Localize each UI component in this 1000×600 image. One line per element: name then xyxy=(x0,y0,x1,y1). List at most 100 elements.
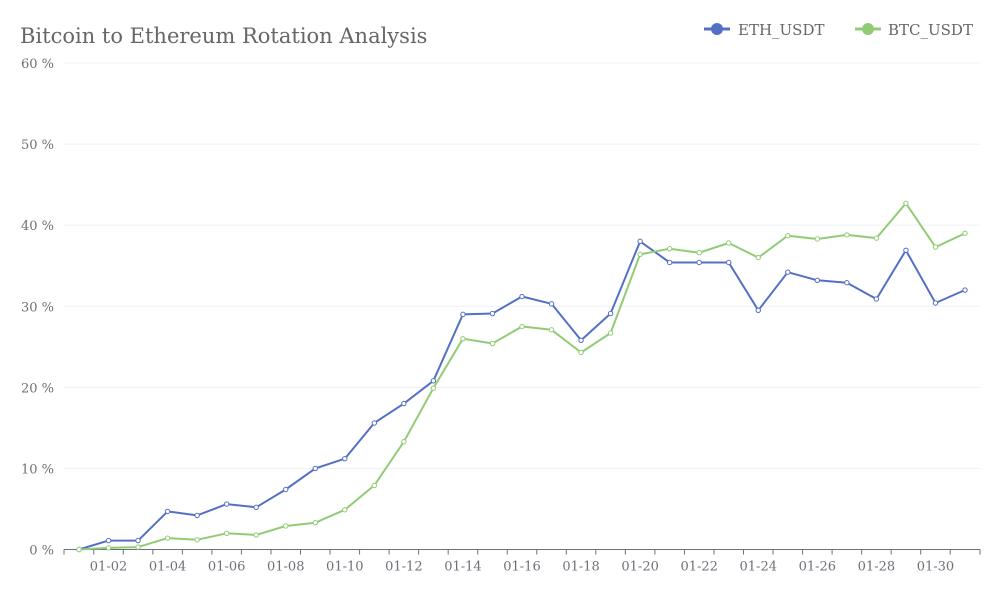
data-point[interactable] xyxy=(342,455,348,462)
data-point[interactable] xyxy=(873,235,880,241)
data-point[interactable] xyxy=(105,545,112,551)
data-point[interactable] xyxy=(607,310,614,317)
legend-item-eth-usdt[interactable]: ETH_USDT xyxy=(704,21,824,39)
data-point[interactable] xyxy=(371,482,378,489)
data-point[interactable] xyxy=(726,259,732,266)
data-point[interactable] xyxy=(962,230,968,236)
data-point[interactable] xyxy=(755,307,761,314)
data-point[interactable] xyxy=(814,277,821,284)
data-point[interactable] xyxy=(637,238,643,245)
series-line xyxy=(78,202,966,551)
data-point[interactable] xyxy=(489,310,496,317)
data-point[interactable] xyxy=(76,546,82,553)
data-point[interactable] xyxy=(401,400,407,407)
legend-label: BTC_USDT xyxy=(888,21,973,39)
legend-marker-icon xyxy=(862,23,874,35)
data-point[interactable] xyxy=(696,250,702,256)
data-point[interactable] xyxy=(903,247,909,254)
y-tick-label: 0 % xyxy=(29,544,54,559)
data-point[interactable] xyxy=(519,293,525,300)
x-tick-label: 01-24 xyxy=(740,560,777,575)
y-tick-label: 20 % xyxy=(21,381,54,396)
series-eth-usdt xyxy=(76,238,968,553)
series-btc-usdt xyxy=(76,200,968,553)
data-point[interactable] xyxy=(489,340,496,347)
x-tick-label: 01-26 xyxy=(799,560,836,575)
x-tick-label: 01-06 xyxy=(208,560,245,575)
data-point[interactable] xyxy=(548,301,555,307)
data-point[interactable] xyxy=(814,236,821,242)
data-point[interactable] xyxy=(253,504,259,511)
data-point[interactable] xyxy=(578,337,584,344)
x-tick-label: 01-08 xyxy=(267,560,304,575)
data-point[interactable] xyxy=(519,323,525,330)
data-point[interactable] xyxy=(666,259,673,266)
data-point[interactable] xyxy=(785,269,791,275)
x-tick-label: 01-16 xyxy=(503,560,540,575)
data-point[interactable] xyxy=(932,300,939,306)
data-point[interactable] xyxy=(342,507,348,513)
data-point[interactable] xyxy=(962,287,968,293)
legend-label: ETH_USDT xyxy=(738,21,824,39)
series xyxy=(76,200,968,553)
data-point[interactable] xyxy=(578,349,584,356)
x-tick-label: 01-18 xyxy=(562,560,599,575)
data-point[interactable] xyxy=(696,259,702,266)
y-tick-label: 30 % xyxy=(21,300,54,315)
data-point[interactable] xyxy=(460,335,466,342)
y-tick-label: 60 % xyxy=(21,57,54,72)
y-axis: 0 % 10 % 20 % 30 % 40 % 50 % 60 % xyxy=(21,57,54,559)
data-point[interactable] xyxy=(932,244,939,250)
x-axis: 01-02 01-04 01-06 01-08 01-10 01-12 01-14 01-16… xyxy=(63,549,981,575)
data-point[interactable] xyxy=(548,327,555,333)
x-tick-label: 01-28 xyxy=(858,560,895,575)
x-tick-label: 01-10 xyxy=(326,560,363,575)
x-tick-label: 01-04 xyxy=(149,560,186,575)
data-point[interactable] xyxy=(903,200,909,206)
data-point[interactable] xyxy=(164,535,171,541)
data-point[interactable] xyxy=(135,544,141,550)
data-point[interactable] xyxy=(607,330,614,336)
data-point[interactable] xyxy=(164,508,171,515)
chart-title: Bitcoin to Ethereum Rotation Analysis xyxy=(20,24,427,48)
legend-marker-icon xyxy=(711,23,723,35)
data-point[interactable] xyxy=(223,501,230,507)
x-tick-label: 01-14 xyxy=(444,560,481,575)
data-point[interactable] xyxy=(105,537,112,544)
data-point[interactable] xyxy=(844,232,850,238)
data-point[interactable] xyxy=(785,233,791,239)
data-point[interactable] xyxy=(194,537,200,543)
data-point[interactable] xyxy=(223,530,230,536)
x-tick-label: 01-20 xyxy=(621,560,658,575)
y-tick-label: 10 % xyxy=(21,462,54,477)
legend-item-btc-usdt[interactable]: BTC_USDT xyxy=(855,21,973,39)
legend: ETH_USDT BTC_USDT xyxy=(704,21,973,39)
data-point[interactable] xyxy=(726,240,732,246)
data-point[interactable] xyxy=(873,296,880,302)
data-point[interactable] xyxy=(371,420,378,426)
data-point[interactable] xyxy=(401,438,407,445)
data-point[interactable] xyxy=(844,280,850,286)
data-point[interactable] xyxy=(312,520,318,526)
data-point[interactable] xyxy=(460,311,466,318)
y-tick-label: 40 % xyxy=(21,219,54,234)
data-point[interactable] xyxy=(253,532,259,538)
data-point[interactable] xyxy=(666,245,673,252)
data-point[interactable] xyxy=(755,254,761,261)
data-point[interactable] xyxy=(312,465,318,472)
x-tick-label: 01-12 xyxy=(385,560,422,575)
data-point[interactable] xyxy=(283,486,289,493)
data-point[interactable] xyxy=(637,251,643,258)
x-tick-label: 01-02 xyxy=(90,560,127,575)
data-point[interactable] xyxy=(135,537,141,544)
x-tick-label: 01-30 xyxy=(917,560,954,575)
data-point[interactable] xyxy=(430,385,437,391)
data-point[interactable] xyxy=(194,512,200,519)
data-point[interactable] xyxy=(430,378,437,384)
y-tick-label: 50 % xyxy=(21,138,54,153)
data-point[interactable] xyxy=(283,523,289,529)
x-tick-label: 01-22 xyxy=(680,560,717,575)
grid-lines xyxy=(64,62,980,469)
series-line xyxy=(78,240,966,551)
